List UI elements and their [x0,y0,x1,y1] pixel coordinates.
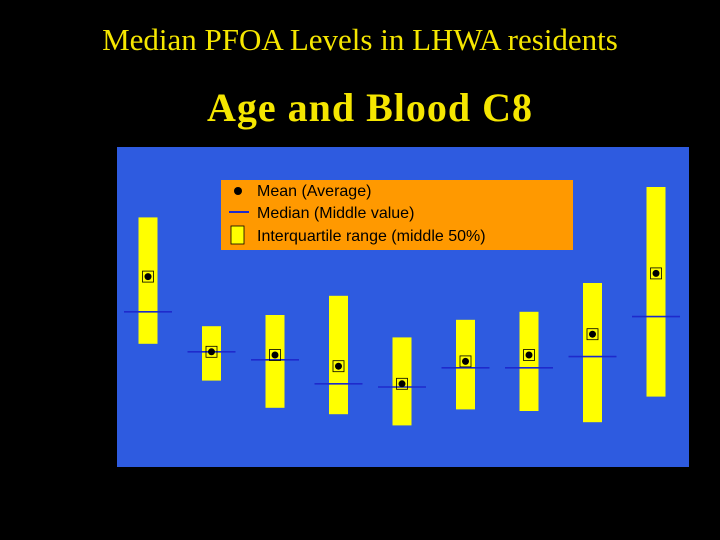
x-tick-label: <6 [145,479,159,493]
iqr-box [583,283,602,423]
x-axis-title: Age (years) [362,508,455,527]
iqr-box [138,217,158,344]
legend: Mean (Average) Median (Middle value) Int… [221,180,573,250]
y-axis: 0 200 400 600 800 1000 [76,140,117,474]
legend-iqr-label: Interquartile range (middle 50%) [257,228,486,245]
legend-mean-label: Mean (Average) [257,183,371,200]
mean-point [208,348,215,356]
mean-point [398,380,406,388]
mean-frame [142,270,154,283]
mean-frame [523,349,535,361]
mean-point [335,362,342,370]
x-tick-label: 31-40 [454,479,485,493]
x-tick-label: 11-15 [264,479,294,493]
mean-point [525,351,533,359]
iqr-box [265,315,285,408]
mean-frame [332,360,345,373]
x-tick-label: 6-10 [203,479,227,493]
legend-iqr-marker [230,225,245,245]
mean-point [652,269,660,277]
chart-subtitle: Age and Blood C8 [206,85,534,130]
y-tick-label: 0 [86,460,93,474]
legend-mean-marker [234,187,242,195]
x-tick-label: 16-20 [327,479,358,493]
x-tick-label: >60 [650,479,671,493]
mean-point [144,273,152,281]
y-tick-label: 800 [79,204,99,218]
legend-box [221,180,573,250]
x-tick-label: 51-60 [581,479,612,493]
iqr-box [329,295,348,415]
mean-frame [269,349,281,361]
iqr-box [519,311,539,411]
y-tick-label: 400 [79,332,99,346]
y-axis-title: C8 (ppb) [25,266,44,335]
mean-frame [459,355,472,368]
x-tick-label: 41-50 [518,479,549,493]
mean-frame [586,328,599,341]
x-tick-label: 21-30 [391,479,422,493]
mean-point [462,357,469,365]
y-tick-label: 200 [79,396,99,410]
y-tick-label: 1000 [76,140,103,154]
mean-frame [650,267,662,280]
legend-median-label: Median (Middle value) [257,205,414,222]
mean-frame [205,345,218,358]
slide-title: Median PFOA Levels in LHWA residents [102,22,618,57]
mean-point [589,330,596,338]
boxes [124,187,680,426]
iqr-box [646,187,666,397]
x-axis: <6 6-10 11-15 16-20 21-30 31-40 41-50 51-60 >60 [145,467,671,493]
mean-frame [396,377,408,390]
mean-point [271,351,279,359]
y-tick-label: 600 [79,268,99,282]
